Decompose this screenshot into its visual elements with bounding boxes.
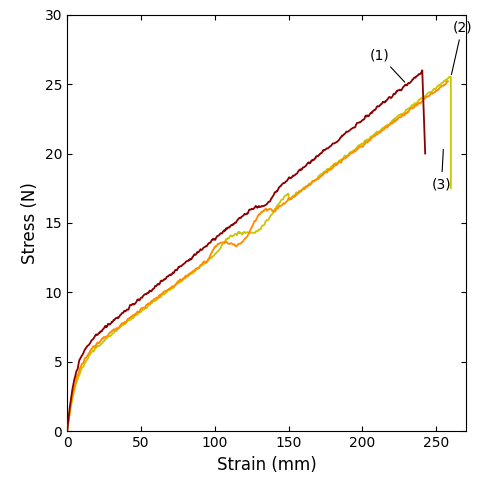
Y-axis label: Stress (N): Stress (N) [21,182,39,264]
Text: (2): (2) [452,21,472,74]
X-axis label: Strain (mm): Strain (mm) [216,456,316,474]
Text: (3): (3) [432,149,451,191]
Text: (1): (1) [370,48,405,82]
